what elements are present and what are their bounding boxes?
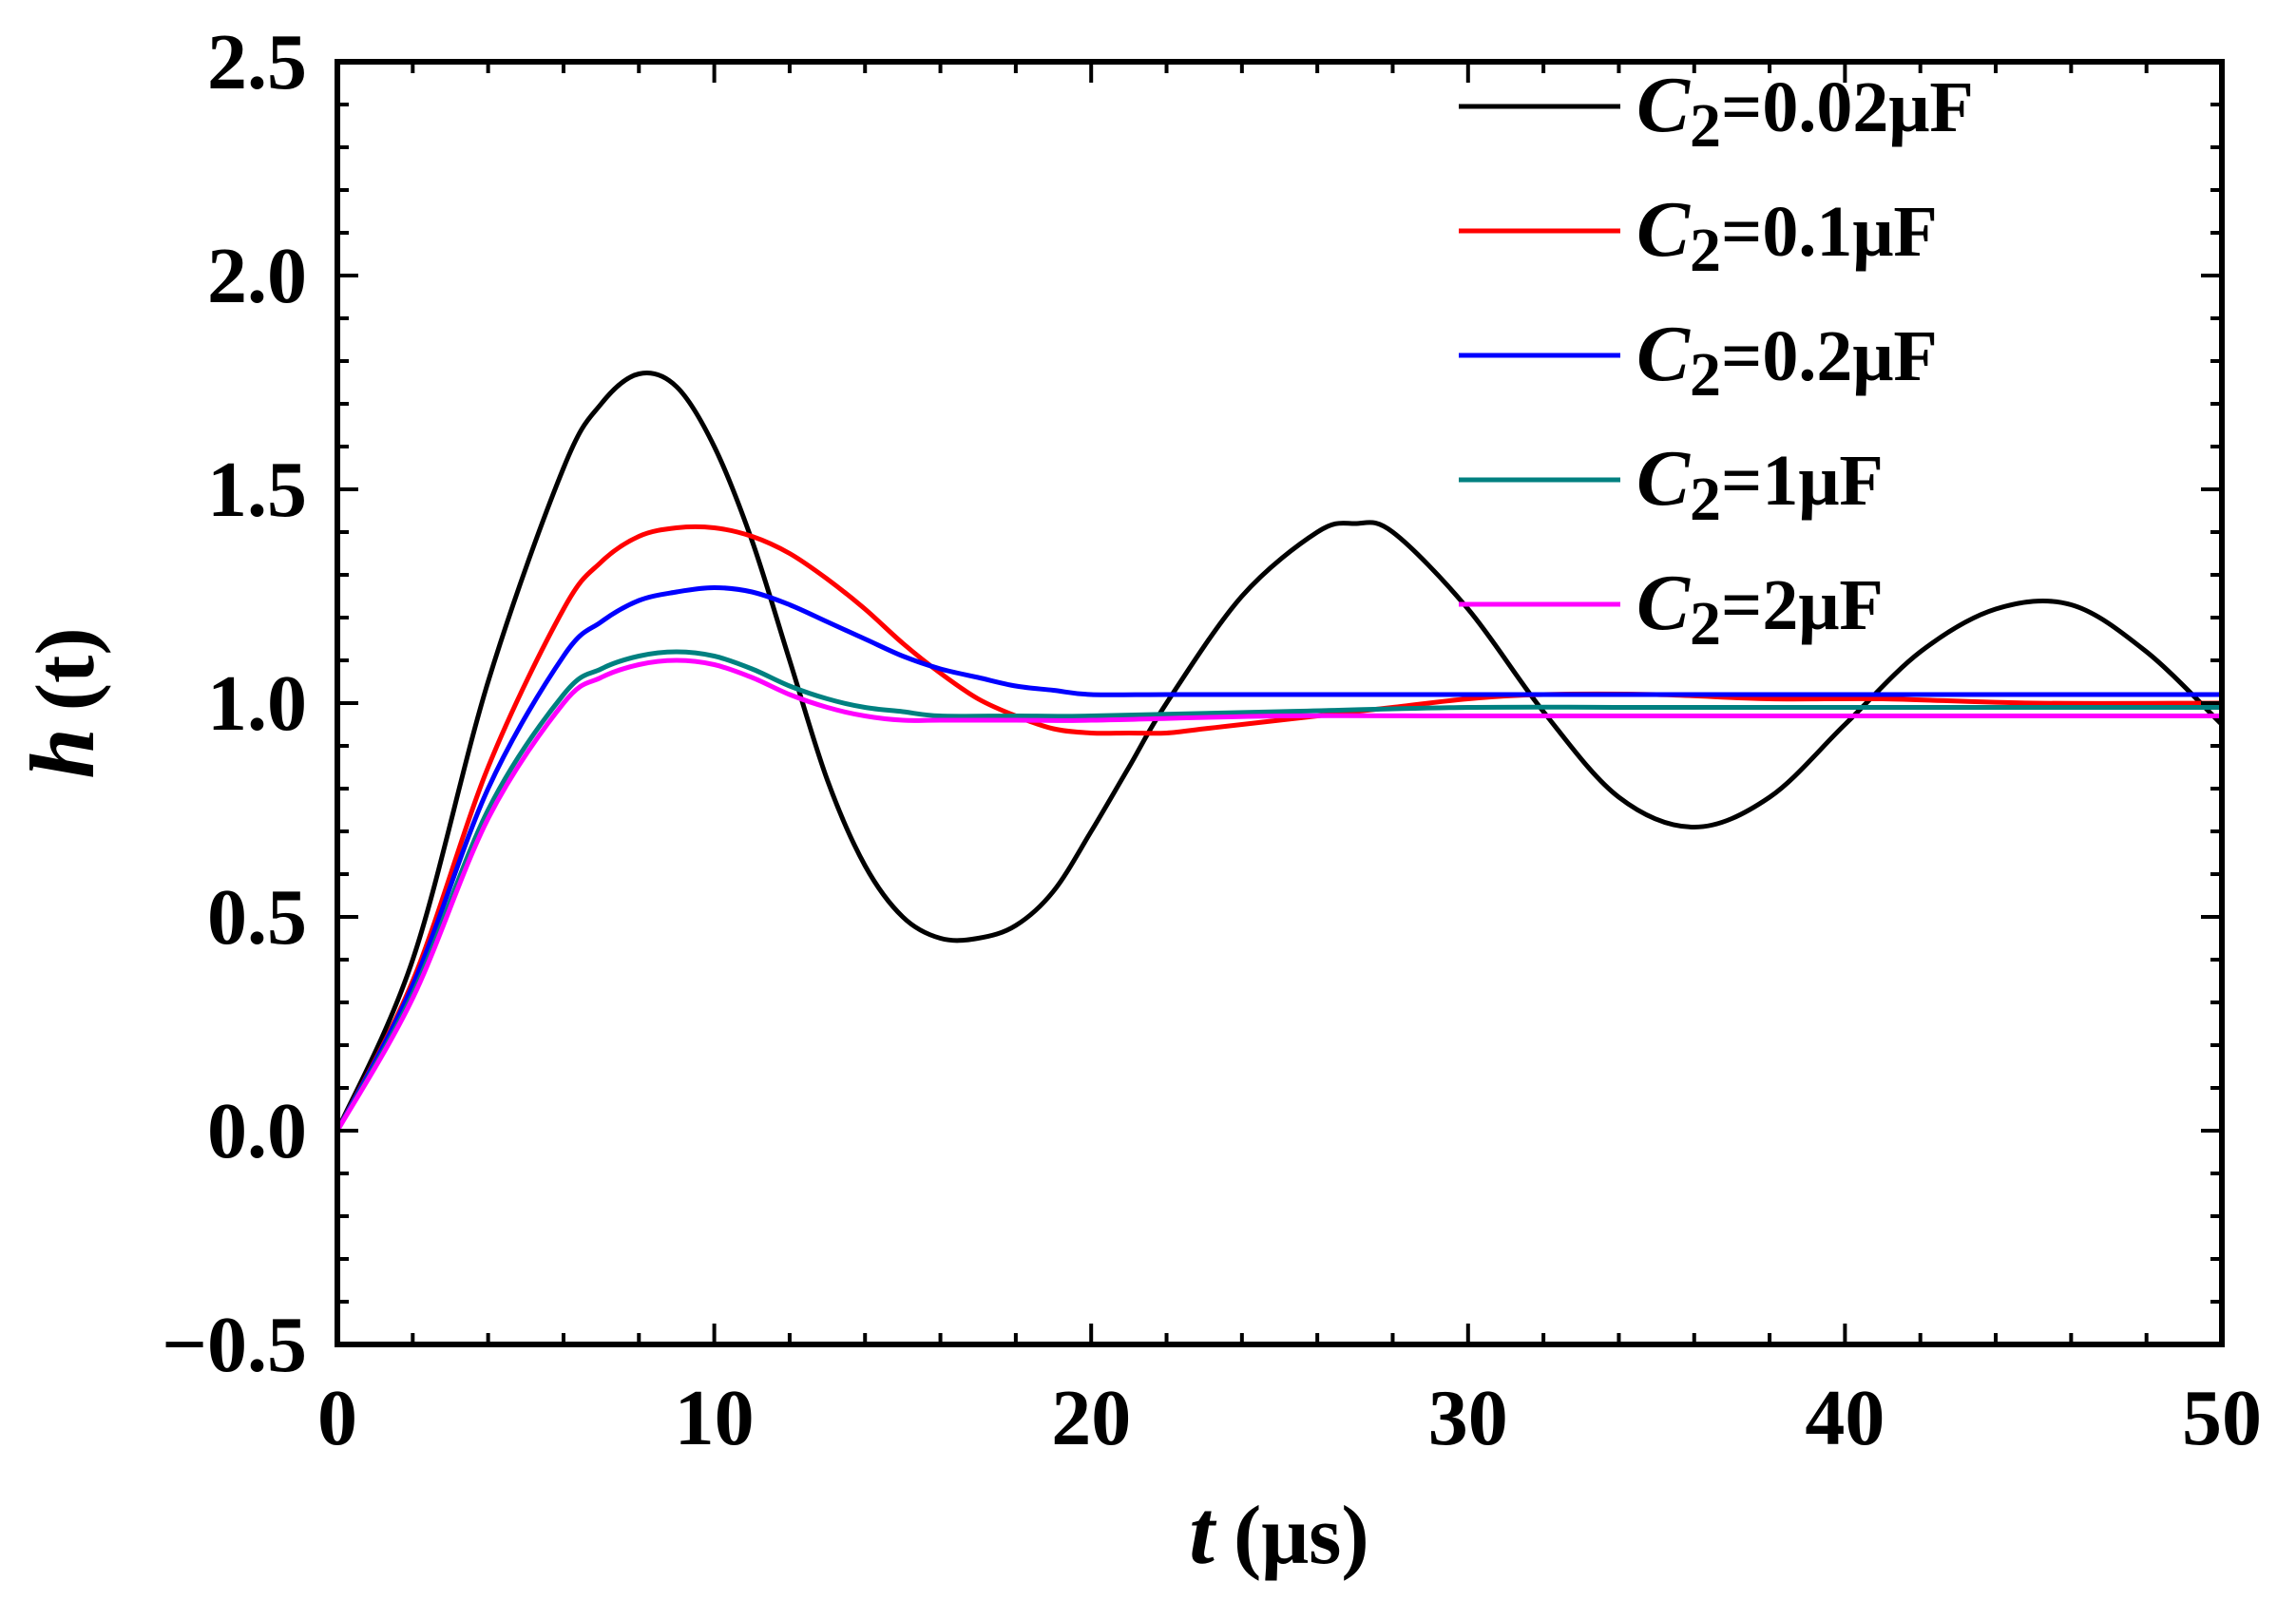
y-tick-label: 1.5 [207,446,307,534]
y-tick-label: 1.0 [207,659,307,748]
legend-label: C2=1μF [1636,434,1884,534]
legend: C2=0.02μF C2=0.1μF C2=0.2μF C2=1μF C2=2μF [1459,61,1974,658]
x-tick-label: 40 [1805,1374,1885,1462]
series-line-5 [337,658,2222,1134]
y-tick-label: 0.0 [207,1087,307,1175]
y-axis-title: h(t) [11,627,113,778]
axis-ticks [335,60,2224,1346]
x-tick-labels: 0 10 20 30 40 50 [317,1374,2262,1462]
x-tick-label: 0 [317,1374,357,1462]
x-tick-label: 20 [1051,1374,1131,1462]
series-line-2 [337,524,2222,1134]
series-line-4 [337,649,2222,1134]
series-line-3 [337,585,2222,1134]
plot-area: 0 10 20 30 40 50 −0.5 0.0 0.5 1.0 1.5 2.0 2.5 [162,18,2262,1462]
y-tick-labels: −0.5 0.0 0.5 1.0 1.5 2.0 2.5 [162,18,307,1389]
legend-label: C2=0.02μF [1636,61,1974,161]
x-tick-label: 30 [1428,1374,1508,1462]
x-tick-label: 50 [2182,1374,2262,1462]
series-lines [337,371,2222,1134]
plot-frame [335,59,2225,1347]
series-line-1 [337,371,2222,1134]
x-axis-title: t (μs) [1189,1481,1368,1583]
y-tick-label: 2.0 [207,232,307,320]
legend-label: C2=0.1μF [1636,185,1938,285]
y-tick-label: 0.5 [207,873,307,962]
legend-label: C2=2μF [1636,559,1884,658]
x-tick-label: 10 [675,1374,755,1462]
y-tick-label: 2.5 [207,18,307,106]
y-tick-label: −0.5 [162,1301,307,1389]
legend-label: C2=0.2μF [1636,310,1938,410]
